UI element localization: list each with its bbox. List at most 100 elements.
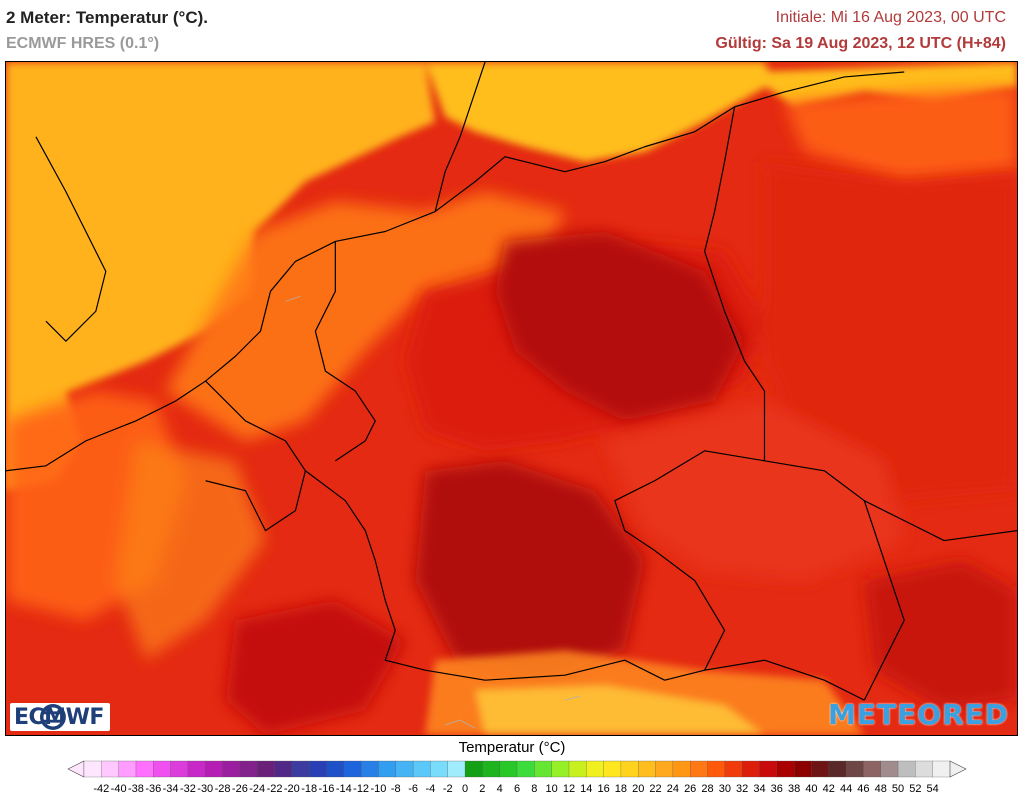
colorbar-tick-label: -32 bbox=[179, 783, 196, 795]
colorbar-tick-label: -4 bbox=[425, 783, 436, 795]
colorbar-bin bbox=[187, 760, 206, 778]
colorbar-tick-label: -34 bbox=[162, 783, 179, 795]
colorbar-tick-label: 4 bbox=[496, 783, 503, 795]
colorbar-bin bbox=[915, 760, 934, 778]
colorbar-bin bbox=[672, 760, 691, 778]
colorbar-bin bbox=[724, 760, 743, 778]
colorbar-bin bbox=[430, 760, 449, 778]
model-label: ECMWF HRES (0.1°) bbox=[6, 35, 160, 52]
colorbar-tick-label: -12 bbox=[353, 783, 370, 795]
colorbar-bin bbox=[153, 760, 172, 778]
meteored-logo: METEORED bbox=[828, 698, 1009, 731]
colorbar-tick-label: -42 bbox=[93, 783, 110, 795]
colorbar-bin bbox=[863, 760, 882, 778]
colorbar-bin bbox=[845, 760, 864, 778]
colorbar-bin bbox=[586, 760, 605, 778]
colorbar-bin bbox=[534, 760, 553, 778]
colorbar-tick-label: -20 bbox=[283, 783, 300, 795]
colorbar-bin bbox=[239, 760, 258, 778]
colorbar-ticks: -42 -40 -38 -36 -34 -32 -30 -28 -26 -24 -22 -20 -18-… bbox=[0, 783, 1024, 799]
colorbar-bin bbox=[343, 760, 362, 778]
colorbar-tick-label: -22 bbox=[266, 783, 283, 795]
colorbar-tick-label: 0 bbox=[461, 783, 469, 795]
colorbar-tick-label: 12 bbox=[562, 783, 576, 795]
ecmwf-logo: ECMWF bbox=[10, 703, 110, 731]
temperature-colorbar bbox=[67, 760, 967, 778]
colorbar-bin bbox=[326, 760, 345, 778]
colorbar-bin bbox=[793, 760, 812, 778]
colorbar-bin bbox=[742, 760, 760, 778]
colorbar-bin bbox=[880, 760, 899, 778]
colorbar-bin bbox=[620, 760, 639, 778]
colorbar-tick-label: 36 bbox=[770, 783, 783, 795]
colorbar-bin bbox=[170, 760, 189, 778]
colorbar-bin bbox=[932, 760, 951, 778]
colorbar-tick-label: 6 bbox=[513, 783, 521, 795]
colorbar-tick-label: -14 bbox=[335, 783, 352, 795]
colorbar-max-arrow bbox=[949, 760, 967, 778]
colorbar-bin bbox=[638, 760, 657, 778]
colorbar-tick-label: 38 bbox=[787, 783, 801, 795]
temperature-map[interactable]: ECMWF METEORED bbox=[5, 61, 1018, 736]
colorbar-tick-label: -6 bbox=[408, 783, 418, 795]
colorbar-bin bbox=[690, 760, 708, 778]
map-title: 2 Meter: Temperatur (°C). bbox=[6, 8, 209, 27]
colorbar-tick-label: -38 bbox=[128, 783, 144, 795]
colorbar-tick-label: 44 bbox=[839, 783, 853, 795]
colorbar-bin bbox=[257, 760, 275, 778]
colorbar-tick-label: 24 bbox=[666, 783, 679, 795]
colorbar-bin bbox=[811, 760, 830, 778]
colorbar-bin bbox=[603, 760, 622, 778]
colorbar-tick-label: 50 bbox=[891, 783, 905, 795]
colorbar-bin bbox=[828, 760, 847, 778]
colorbar-tick-label: 54 bbox=[926, 783, 939, 795]
colorbar-bin bbox=[101, 760, 120, 778]
colorbar-tick-label: 18 bbox=[614, 783, 628, 795]
colorbar-bin bbox=[464, 760, 483, 778]
init-time: Initiale: Mi 16 Aug 2023, 00 UTC bbox=[775, 9, 1006, 26]
colorbar-tick-label: -36 bbox=[145, 783, 162, 795]
colorbar-tick-label: 20 bbox=[632, 783, 645, 795]
colorbar-tick-label: -8 bbox=[390, 783, 401, 795]
colorbar-bin bbox=[291, 760, 310, 778]
colorbar-bin bbox=[447, 760, 466, 778]
temperature-field bbox=[6, 62, 1017, 735]
colorbar-tick-label: -26 bbox=[231, 783, 248, 795]
colorbar-bin bbox=[222, 760, 241, 778]
colorbar-bin bbox=[655, 760, 674, 778]
colorbar-tick-label: -10 bbox=[370, 783, 387, 795]
ecmwf-emblem-icon bbox=[39, 704, 66, 730]
colorbar-bin bbox=[551, 760, 570, 778]
colorbar-bin bbox=[205, 760, 224, 778]
colorbar-min-arrow bbox=[67, 760, 85, 778]
colorbar-tick-label: -28 bbox=[214, 783, 231, 795]
colorbar-bin bbox=[83, 760, 102, 778]
colorbar-bin bbox=[309, 760, 327, 778]
colorbar-bin bbox=[568, 760, 587, 778]
colorbar-tick-label: 22 bbox=[649, 783, 662, 795]
colorbar-tick-label: 16 bbox=[597, 783, 610, 795]
colorbar-tick-label: 2 bbox=[479, 783, 486, 795]
colorbar-bin bbox=[897, 760, 916, 778]
colorbar-tick-label: 30 bbox=[718, 783, 731, 795]
colorbar-tick-label: -2 bbox=[442, 783, 453, 795]
colorbar-tick-label: -40 bbox=[110, 783, 127, 795]
colorbar-bin bbox=[135, 760, 154, 778]
colorbar-tick-label: 8 bbox=[531, 783, 538, 795]
colorbar-tick-label: 14 bbox=[580, 783, 593, 795]
colorbar-bin bbox=[378, 760, 397, 778]
colorbar-bin bbox=[759, 760, 778, 778]
colorbar-tick-label: 34 bbox=[753, 783, 766, 795]
colorbar-bin bbox=[118, 760, 137, 778]
legend-title: Temperatur (°C) bbox=[458, 739, 566, 756]
colorbar-bin bbox=[274, 760, 293, 778]
colorbar-bin bbox=[776, 760, 795, 778]
colorbar-bin bbox=[395, 760, 414, 778]
colorbar-tick-label: 52 bbox=[909, 783, 922, 795]
colorbar-tick-label: -24 bbox=[249, 783, 266, 795]
colorbar-tick-label: -16 bbox=[318, 783, 335, 795]
colorbar-tick-label: -30 bbox=[197, 783, 214, 795]
colorbar-tick-label: 10 bbox=[545, 783, 558, 795]
colorbar-tick-label: -18 bbox=[301, 783, 318, 795]
colorbar-bin bbox=[360, 760, 379, 778]
